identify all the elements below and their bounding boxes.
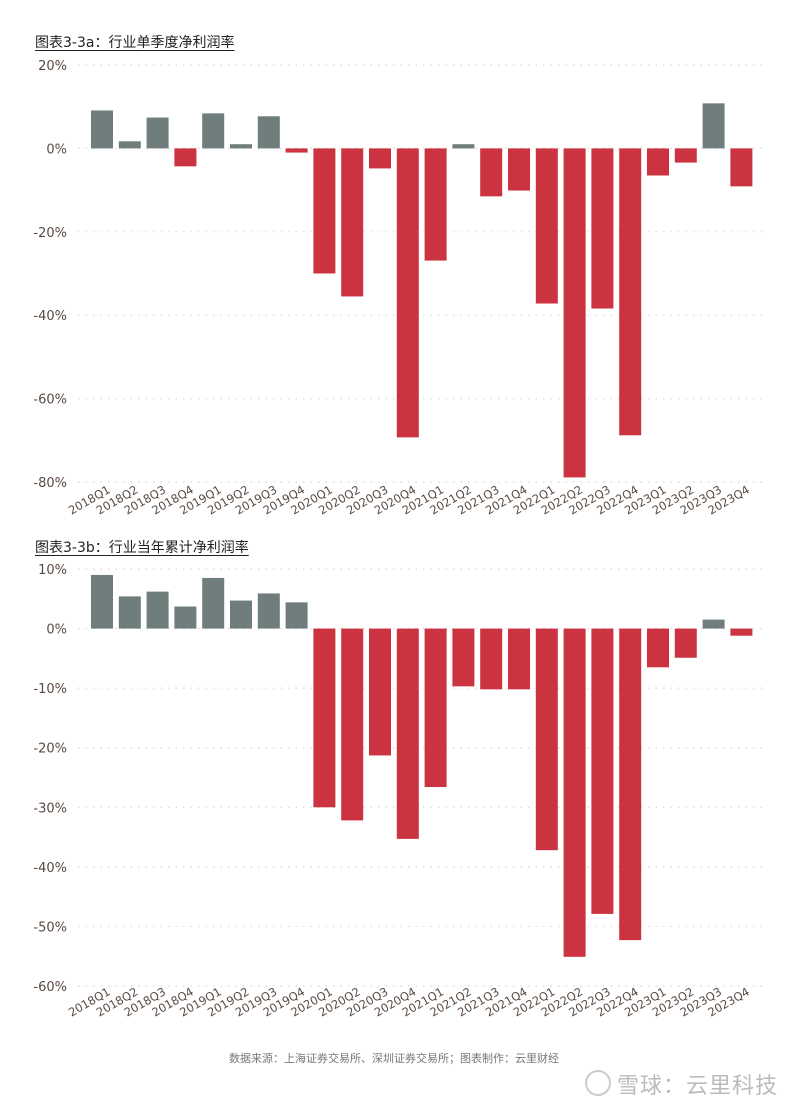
bar (257, 593, 280, 629)
bar (341, 628, 364, 821)
y-tick-label: 20% (38, 59, 67, 74)
bar (91, 574, 113, 629)
chart-a-title: 图表3-3a：行业单季度净利润率 (35, 35, 235, 51)
y-tick-label: 0% (46, 623, 67, 638)
bar (563, 628, 586, 957)
source-note: 数据来源：上海证券交易所、深圳证券交易所；图表制作：云里财经 (229, 1052, 559, 1065)
xueqiu-logo-icon (585, 1070, 611, 1096)
bar (647, 628, 669, 668)
y-tick-label: 10% (38, 563, 67, 578)
bar (730, 148, 753, 187)
bar (230, 144, 252, 149)
bar (591, 148, 614, 309)
bar (369, 628, 391, 756)
y-tick-label: 0% (46, 142, 67, 157)
bar (341, 148, 364, 297)
watermark: 雪球：云里科技 (585, 1068, 778, 1100)
bar (202, 577, 225, 629)
bar (619, 148, 642, 436)
y-tick-label: -60% (33, 393, 67, 408)
bar (480, 628, 503, 690)
bar (563, 148, 586, 478)
bar (146, 117, 169, 149)
bar (257, 116, 280, 149)
bar (118, 596, 141, 629)
bar (674, 628, 697, 658)
y-tick-label: -20% (33, 226, 67, 241)
bar (674, 148, 697, 163)
bar (285, 148, 308, 153)
chart-a: 20%0%-20%-40%-60%-80%2018Q12018Q22018Q32… (33, 59, 765, 517)
bar (702, 103, 725, 149)
y-tick-label: -30% (33, 801, 67, 816)
bar (313, 628, 336, 808)
y-tick-label: -10% (33, 682, 67, 697)
y-tick-label: -60% (33, 980, 67, 995)
y-tick-label: -40% (33, 861, 67, 876)
bar (424, 628, 447, 788)
bar (146, 591, 169, 629)
bar (424, 148, 447, 261)
bar (230, 600, 252, 629)
chart-b: 10%0%-10%-20%-30%-40%-50%-60%2018Q12018Q… (33, 563, 765, 1019)
bar (118, 141, 141, 149)
bar (91, 110, 113, 149)
bar (174, 148, 197, 167)
bar (396, 148, 419, 438)
chart-b-title: 图表3-3b：行业当年累计净利润率 (35, 540, 249, 556)
bar (647, 148, 669, 176)
bar (396, 628, 419, 839)
y-tick-label: -20% (33, 742, 67, 757)
bar (535, 148, 558, 304)
y-tick-label: -40% (33, 309, 67, 324)
bar (508, 148, 530, 191)
bar (202, 113, 225, 149)
bar (452, 628, 475, 687)
bar (174, 606, 197, 629)
y-tick-label: -50% (33, 920, 67, 935)
bar (508, 628, 530, 690)
bar (452, 144, 475, 149)
bar (730, 628, 753, 636)
bar (313, 148, 336, 274)
bar (480, 148, 503, 197)
bar (535, 628, 558, 851)
bar (619, 628, 642, 941)
bar (369, 148, 391, 169)
bar (285, 602, 308, 629)
watermark-text: 雪球：云里科技 (617, 1074, 779, 1099)
y-tick-label: -80% (33, 476, 67, 491)
bar (591, 628, 614, 914)
bar (702, 619, 725, 629)
